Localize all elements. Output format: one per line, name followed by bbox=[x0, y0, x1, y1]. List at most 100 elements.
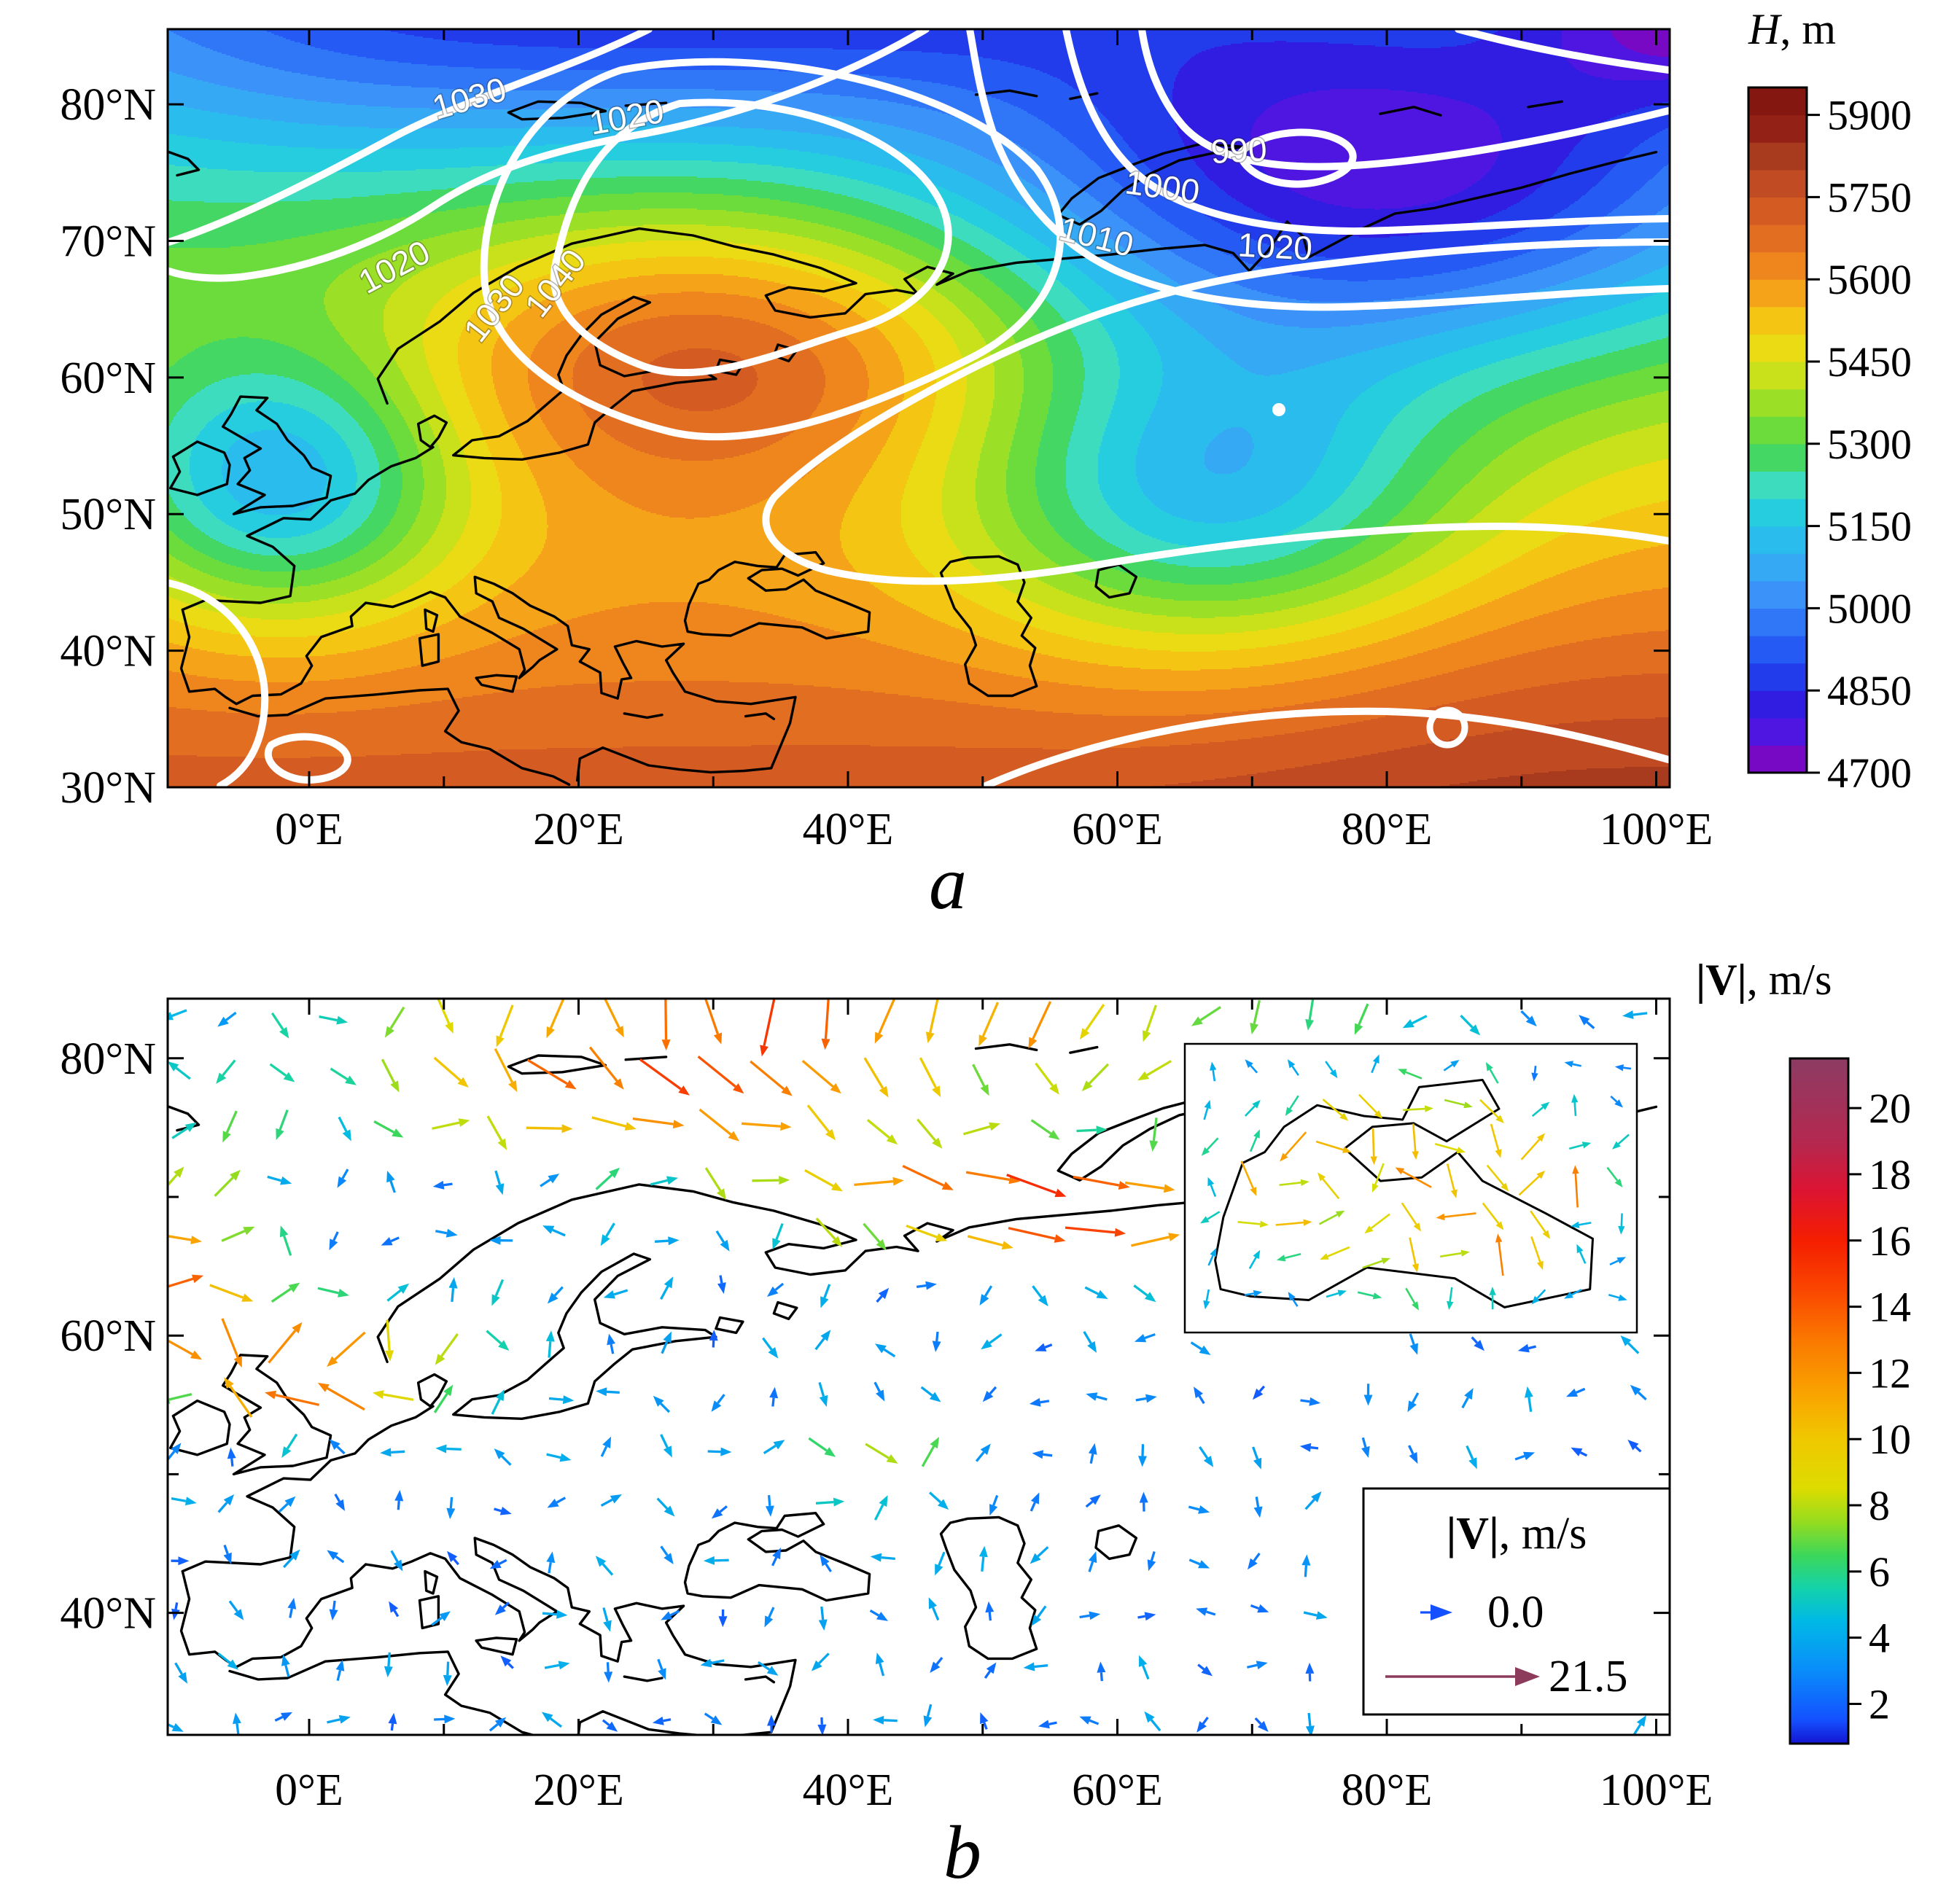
wind-arrow-head bbox=[982, 1391, 994, 1402]
wind-arrow-head bbox=[491, 1294, 500, 1306]
wind-arrow-shaft bbox=[1408, 1445, 1414, 1455]
coastline-cyprus bbox=[744, 1675, 776, 1684]
wind-arrow-head bbox=[1210, 1061, 1217, 1071]
wind-arrow-head bbox=[1086, 1392, 1098, 1401]
colorbar-tick-label: 6 bbox=[1869, 1548, 1890, 1596]
wind-arrow-head bbox=[1280, 1152, 1288, 1162]
wind-arrow-head bbox=[1253, 1388, 1264, 1400]
wind-arrow-head bbox=[1564, 1061, 1573, 1068]
colorbar-segment bbox=[1748, 690, 1807, 719]
inset-black-sea-coast bbox=[1214, 1079, 1594, 1308]
coastline-franz-josef-2 bbox=[1069, 1045, 1099, 1054]
wind-arrow-head bbox=[1413, 1222, 1421, 1232]
wind-arrow-shaft bbox=[1623, 1066, 1632, 1070]
wind-arrow-shaft bbox=[433, 1393, 448, 1413]
wind-arrow-shaft bbox=[1205, 1289, 1210, 1302]
coastline-n-africa bbox=[228, 687, 571, 786]
wind-arrow-head bbox=[1363, 1394, 1373, 1406]
coastline-sev-zemlya-2 bbox=[1527, 100, 1563, 109]
wind-arrow-head bbox=[508, 1080, 518, 1093]
wind-arrow-shaft bbox=[1608, 1293, 1619, 1299]
wind-arrow-head bbox=[1495, 1115, 1504, 1123]
colorbar-segment bbox=[1748, 197, 1807, 225]
wind-arrow-head bbox=[820, 1330, 831, 1341]
wind-arrow-head bbox=[892, 1177, 904, 1186]
wind-arrow-shaft bbox=[1579, 1222, 1592, 1226]
panel-a-label: a bbox=[929, 841, 967, 925]
wind-arrow-shaft bbox=[499, 1004, 514, 1038]
wind-arrow-shaft bbox=[762, 1337, 773, 1351]
wind-arrow-shaft bbox=[820, 1606, 825, 1620]
wind-arrow-shaft bbox=[741, 1122, 781, 1128]
wind-arrow-shaft bbox=[975, 1451, 985, 1462]
wind-arrow-shaft bbox=[920, 1386, 933, 1397]
wind-arrow-head bbox=[1285, 1107, 1293, 1116]
wind-arrow-shaft bbox=[808, 1437, 828, 1452]
wind-arrow-shaft bbox=[660, 1285, 669, 1300]
wind-arrow-head bbox=[596, 1387, 607, 1397]
wind-arrow-shaft bbox=[1252, 1446, 1259, 1460]
wind-arrow-head bbox=[280, 1176, 292, 1185]
wind-arrow-shaft bbox=[763, 999, 776, 1047]
wind-arrow-shaft bbox=[330, 1067, 349, 1080]
wind-arrow-head bbox=[1096, 1125, 1108, 1135]
wind-arrow-head bbox=[710, 1715, 723, 1725]
colorbar-title-a: H, m bbox=[1748, 5, 1836, 53]
colorbar-segment bbox=[1748, 169, 1807, 198]
wind-arrow-shaft bbox=[591, 1116, 626, 1128]
colorbar-segment bbox=[1748, 580, 1807, 609]
wind-arrow-head bbox=[1196, 1721, 1207, 1733]
wind-arrow-shaft bbox=[824, 999, 830, 1039]
wind-arrow-shaft bbox=[548, 1561, 552, 1574]
wind-arrow-head bbox=[494, 1448, 505, 1459]
wind-arrow-head bbox=[1337, 1290, 1347, 1297]
x-tick-label: 20°E bbox=[533, 1766, 624, 1815]
coastline-baltic bbox=[452, 1252, 717, 1420]
wind-arrow-head bbox=[444, 1714, 456, 1724]
wind-arrow-shaft bbox=[1304, 1498, 1315, 1510]
wind-arrow-shaft bbox=[1040, 1400, 1050, 1404]
height-field-canvas bbox=[168, 29, 1670, 787]
coastline-black-sea bbox=[683, 1512, 871, 1602]
wind-arrow-head bbox=[1630, 1384, 1641, 1396]
wind-arrow-shaft bbox=[1250, 1604, 1259, 1610]
wind-arrow-head bbox=[1303, 1219, 1312, 1226]
wind-arrow-shaft bbox=[1449, 1287, 1453, 1302]
wind-arrow-head bbox=[1618, 1225, 1625, 1235]
wind-arrow-head bbox=[227, 1659, 238, 1670]
wind-arrow-shaft bbox=[335, 1555, 345, 1564]
y-tick-label: 60°N bbox=[60, 354, 156, 403]
wind-arrow-shaft bbox=[1048, 1721, 1057, 1726]
wind-arrow-head bbox=[1276, 1255, 1286, 1262]
wind-arrow-head bbox=[1541, 1101, 1550, 1110]
wind-arrow-shaft bbox=[1248, 1257, 1257, 1269]
wind-arrow-shaft bbox=[381, 1058, 396, 1083]
wind-arrow-shaft bbox=[1065, 1226, 1116, 1234]
coastline-atlantic-europe bbox=[181, 1405, 435, 1573]
wind-arrow-shaft bbox=[767, 1494, 771, 1507]
wind-arrow-head bbox=[825, 1128, 836, 1141]
wind-arrow-shaft bbox=[639, 1058, 682, 1090]
wind-arrow-shaft bbox=[806, 1104, 830, 1133]
wind-arrow-head bbox=[873, 1715, 884, 1725]
legend-title-unit: , m/s bbox=[1499, 1509, 1587, 1558]
wind-arrow-head bbox=[767, 1714, 776, 1726]
wind-arrow-shaft bbox=[491, 1398, 501, 1415]
pressure-contour bbox=[982, 707, 1670, 787]
wind-arrow-shaft bbox=[600, 1498, 613, 1507]
wind-arrow-shaft bbox=[1371, 1128, 1375, 1157]
wind-arrow-head bbox=[779, 1176, 790, 1185]
wind-arrow-head bbox=[713, 1032, 723, 1045]
wind-arrow-shaft bbox=[1199, 1445, 1209, 1459]
colorbar-segment bbox=[1748, 334, 1807, 362]
wind-arrow-shaft bbox=[1146, 1060, 1172, 1077]
wind-arrow-head bbox=[1485, 1062, 1493, 1072]
wind-arrow-head bbox=[168, 1061, 179, 1072]
contour-label: 1040 bbox=[517, 242, 593, 324]
wind-arrow-shaft bbox=[171, 1497, 187, 1502]
inset-background bbox=[1185, 1044, 1637, 1333]
wind-arrow-head bbox=[287, 1597, 297, 1610]
colorbar-frame bbox=[1747, 86, 1808, 774]
wind-arrow-head bbox=[1398, 1069, 1407, 1076]
wind-arrow-head bbox=[716, 1188, 726, 1201]
